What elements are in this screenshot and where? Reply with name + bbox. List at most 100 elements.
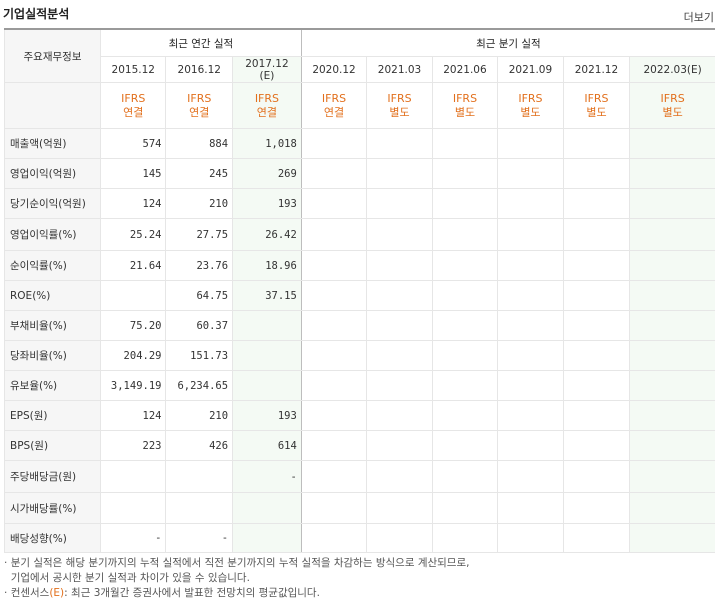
value-cell: 25.24 <box>100 218 166 251</box>
note-text: 분기 실적은 해당 분기까지의 누적 실적에서 직전 분기까지의 누적 실적을 … <box>10 557 470 569</box>
empty-cell <box>562 492 630 524</box>
empty-cell <box>562 218 630 251</box>
empty-cell <box>431 430 498 461</box>
note-line: · 분기 실적은 해당 분기까지의 누적 실적에서 직전 분기까지의 누적 실적… <box>4 557 470 569</box>
empty-cell <box>562 340 630 371</box>
value-cell: 124 <box>100 188 166 219</box>
empty-cell <box>497 370 564 401</box>
value-cell: 124 <box>100 400 166 431</box>
empty-cell <box>629 280 715 311</box>
empty-cell <box>431 310 498 341</box>
ifrs-standard: IFRS <box>254 91 280 105</box>
empty-cell <box>300 523 367 553</box>
empty-cell <box>300 250 367 281</box>
empty-cell <box>562 128 630 159</box>
table-row: 주당배당금(원) - <box>3 460 715 493</box>
row-label: 당좌비율(%) <box>3 340 101 371</box>
value-cell <box>232 370 302 401</box>
table-row: 당좌비율(%) 204.29 151.73 <box>3 340 715 371</box>
row-label: 배당성향(%) <box>3 523 101 553</box>
year-header: 2021.12 <box>562 56 630 83</box>
empty-cell <box>366 460 433 493</box>
ifrs-basis: 연결 <box>256 105 278 119</box>
value-cell <box>165 492 233 524</box>
table-row: 당기순이익(억원) 124 210 193 <box>3 188 715 219</box>
ifrs-standard: IFRS <box>518 91 543 105</box>
empty-cell <box>366 370 433 401</box>
year-header: 2021.09 <box>497 56 564 83</box>
empty-cell <box>366 188 433 219</box>
ifrs-standard: IFRS <box>387 91 412 105</box>
estimate-mark: (E) <box>686 63 702 76</box>
value-cell <box>100 492 166 524</box>
empty-cell <box>562 188 630 219</box>
empty-cell <box>629 523 715 553</box>
year-header: 2015.12 <box>100 56 166 83</box>
ifrs-cell: IFRS 연결 <box>100 82 166 129</box>
empty-cell <box>300 188 367 219</box>
empty-cell <box>562 158 630 189</box>
value-cell: - <box>165 523 233 553</box>
empty-cell <box>497 188 564 219</box>
value-cell: 245 <box>165 158 233 189</box>
note-text: : 최근 3개월간 증권사에서 발표한 전망치의 평균값입니다. <box>64 587 320 599</box>
ifrs-basis: 별도 <box>662 105 683 119</box>
table-row: 부채비율(%) 75.20 60.37 <box>3 310 715 341</box>
empty-cell <box>366 430 433 461</box>
year-row: 2015.12 2016.12 2017.12 (E) 2020.12 2021.… <box>5 56 715 83</box>
ifrs-cell: IFRS 연결 <box>165 82 233 129</box>
empty-cell <box>562 370 630 401</box>
ifrs-standard: IFRS <box>660 91 685 105</box>
more-link[interactable]: 더보기 <box>683 11 714 24</box>
financial-table: 주요재무정보 최근 연간 실적 최근 분기 실적 2015.12 2016.12… <box>3 28 715 553</box>
year-header: 2021.06 <box>431 56 498 83</box>
ifrs-basis: 별도 <box>520 105 541 119</box>
table-row: 영업이익(억원) 145 245 269 <box>3 158 715 189</box>
table-row: 배당성향(%) - - <box>3 523 715 553</box>
empty-cell <box>562 430 630 461</box>
empty-cell <box>562 400 630 431</box>
value-cell: 210 <box>165 188 233 219</box>
empty-cell <box>562 310 630 341</box>
empty-cell <box>366 340 433 371</box>
empty-cell <box>629 370 715 401</box>
table-body: 매출액(억원) 574 884 1,018 영업이익(억원) 145 245 269 당기순이익… <box>3 128 715 553</box>
ifrs-standard: IFRS <box>584 91 609 105</box>
ifrs-cell: IFRS 연결 <box>232 82 302 129</box>
empty-cell <box>629 218 715 251</box>
estimate-mark: (E) <box>49 587 65 599</box>
row-label: 시가배당률(%) <box>3 492 101 524</box>
empty-cell <box>497 492 564 524</box>
year-header: 2020.12 <box>300 56 367 83</box>
value-cell: - <box>232 460 302 493</box>
empty-cell <box>366 523 433 553</box>
ifrs-basis: 연결 <box>123 105 144 119</box>
row-label: 매출액(억원) <box>3 128 101 159</box>
ifrs-cell: IFRS 별도 <box>497 82 564 129</box>
ifrs-cell: IFRS 별도 <box>431 82 498 129</box>
value-cell: 3,149.19 <box>100 370 166 401</box>
year-header-label: 2022.03 <box>643 63 687 76</box>
section-title: 기업실적분석 <box>3 7 70 21</box>
value-cell: 204.29 <box>100 340 166 371</box>
empty-cell <box>497 250 564 281</box>
ifrs-basis: 별도 <box>454 105 476 119</box>
row-label: 순이익률(%) <box>3 250 101 281</box>
table-row: 유보율(%) 3,149.19 6,234.65 <box>3 370 715 401</box>
ifrs-standard: IFRS <box>452 91 478 105</box>
empty-cell <box>300 370 367 401</box>
ifrs-standard: IFRS <box>121 91 146 105</box>
table-row: 시가배당률(%) <box>3 492 715 524</box>
value-cell: 21.64 <box>100 250 166 281</box>
ifrs-row-label <box>3 82 101 129</box>
empty-cell <box>366 218 433 251</box>
empty-cell <box>497 430 564 461</box>
value-cell: 37.15 <box>232 280 302 311</box>
value-cell: 27.75 <box>165 218 233 251</box>
value-cell: 151.73 <box>165 340 233 371</box>
empty-cell <box>300 310 367 341</box>
value-cell: 574 <box>100 128 166 159</box>
empty-cell <box>366 128 433 159</box>
year-header-estimate: 2017.12 (E) <box>232 56 302 83</box>
empty-cell <box>300 158 367 189</box>
